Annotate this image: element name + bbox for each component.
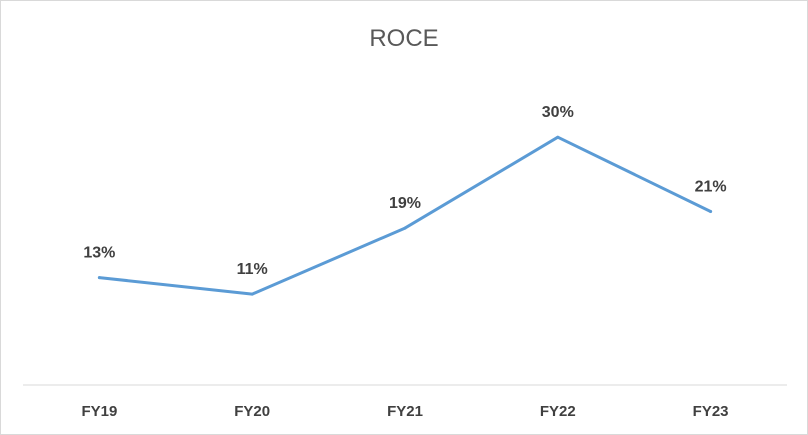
x-tick-label-fy22: FY22 <box>540 403 576 420</box>
data-label-fy23: 21% <box>695 179 727 196</box>
x-tick-label-fy19: FY19 <box>81 403 117 420</box>
x-tick-labels-group: FY19 FY20 FY21 FY22 FY23 <box>81 403 728 420</box>
series-line <box>97 135 713 296</box>
data-point-fy23 <box>709 210 713 213</box>
x-tick-label-fy21: FY21 <box>387 403 423 420</box>
data-point-fy21 <box>403 226 407 230</box>
x-tick-label-fy23: FY23 <box>693 403 729 420</box>
data-label-fy21: 19% <box>389 195 421 212</box>
data-label-fy19: 13% <box>83 245 115 262</box>
series-group <box>97 135 713 296</box>
data-label-fy20: 11% <box>237 261 268 278</box>
x-tick-label-fy20: FY20 <box>234 403 270 420</box>
data-point-fy22 <box>556 135 560 139</box>
chart-title: ROCE <box>369 25 438 52</box>
data-point-fy19 <box>97 276 101 280</box>
data-labels-group: 13% 11% 19% 30% 21% <box>83 104 726 278</box>
data-label-fy22: 30% <box>542 104 574 121</box>
data-point-fy20 <box>250 292 254 296</box>
